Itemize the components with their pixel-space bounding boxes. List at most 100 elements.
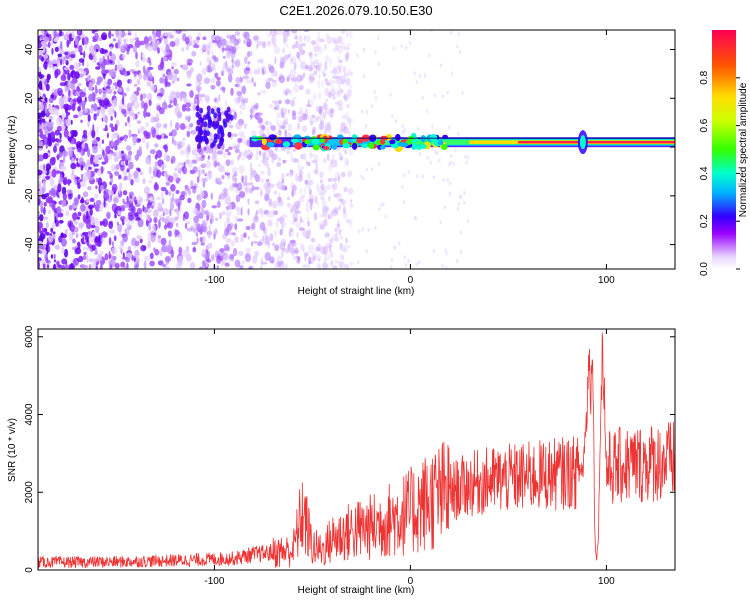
- spectrogram-noise-cell: [212, 67, 216, 72]
- spectrogram-noise-cell: [336, 91, 341, 97]
- spectrogram-onset-cell: [220, 131, 225, 138]
- spectrogram-noise-cell: [310, 237, 316, 243]
- spectrogram-noise-cell: [271, 80, 278, 88]
- spectrogram-noise-cell: [62, 177, 68, 186]
- spectrogram-noise-cell: [300, 43, 306, 47]
- spectrogram-noise-cell: [108, 237, 112, 246]
- spectrogram-noise-cell: [400, 44, 403, 48]
- spectrogram-noise-cell: [222, 252, 229, 261]
- spectrogram-noise-cell: [175, 208, 178, 215]
- spectrogram-noise-cell: [92, 145, 98, 154]
- spectrogram-onset-cell: [203, 121, 208, 128]
- spectrogram-noise-cell: [337, 59, 343, 64]
- spectrogram-noise-cell: [196, 97, 200, 107]
- signal-band-blob: [437, 139, 444, 146]
- spectrogram-noise-cell: [257, 59, 262, 63]
- spectrogram-noise-cell: [160, 190, 164, 200]
- spectrogram-noise-cell: [113, 91, 117, 95]
- spectrogram-noise-cell: [310, 40, 317, 46]
- spectrogram-noise-cell: [303, 37, 306, 42]
- spectrogram-noise-cell: [293, 84, 300, 93]
- spectrogram-noise-cell: [218, 164, 225, 173]
- spectrogram-noise-cell: [247, 149, 251, 153]
- spectrogram-noise-cell: [45, 231, 50, 236]
- spectrogram-noise-cell: [295, 246, 298, 255]
- colorbar-ticks: 0.00.20.40.60.8: [699, 70, 740, 276]
- spectrogram-noise-cell: [382, 202, 385, 207]
- spectrogram-noise-cell: [299, 243, 304, 251]
- spectrogram-noise-cell: [181, 47, 185, 52]
- spectrogram-noise-cell: [306, 34, 311, 43]
- spectrogram-noise-cell: [182, 137, 186, 141]
- spectrogram-noise-cell: [208, 212, 214, 219]
- spectrogram-noise-cell: [319, 118, 322, 125]
- spectrogram-noise-cell: [143, 36, 149, 45]
- spectrogram-noise-cell: [154, 181, 158, 190]
- spectrogram-noise-cell: [348, 118, 354, 123]
- spectrogram-noise-cell: [224, 200, 228, 205]
- snr-x-tick-label: 0: [408, 576, 414, 587]
- spectrogram-noise-cell: [317, 263, 321, 269]
- spectrogram-noise-cell: [171, 91, 177, 96]
- spectrogram-noise-cell: [444, 248, 447, 253]
- spectrogram-noise-cell: [143, 73, 147, 81]
- snr-x-tick-label: -100: [204, 576, 224, 587]
- spectrogram-noise-cell: [134, 39, 141, 48]
- spectrogram-noise-cell: [41, 118, 46, 123]
- spectrogram-noise-cell: [277, 199, 284, 207]
- spectrogram-noise-cell: [52, 234, 56, 238]
- spectrogram-noise-cell: [262, 67, 264, 76]
- spectrogram-noise-cell: [403, 200, 406, 205]
- signal-band-blob: [389, 139, 396, 145]
- spectrogram-noise-cell: [60, 97, 65, 105]
- spectrogram-noise-cell: [327, 214, 332, 220]
- spectrogram-noise-cell: [292, 30, 297, 33]
- spectrogram-noise-cell: [374, 50, 377, 55]
- spectrogram-noise-cell: [81, 264, 89, 269]
- spectrogram-noise-cell: [276, 118, 279, 127]
- spectrogram-noise-cell: [207, 242, 213, 249]
- spectrogram-noise-cell: [147, 45, 153, 52]
- spectrogram-noise-cell: [51, 201, 56, 211]
- spectrogram-noise-cell: [319, 214, 325, 218]
- spectrogram-noise-cell: [259, 221, 266, 231]
- spectrogram-noise-cell: [185, 45, 189, 51]
- spectrogram-noise-cell: [171, 61, 177, 67]
- spectrogram-noise-cell: [125, 86, 131, 92]
- spectrogram-noise-cell: [296, 200, 301, 207]
- spectrogram-noise-cell: [429, 160, 432, 165]
- spectrogram-noise-cell: [298, 110, 305, 116]
- spectrogram-noise-cell: [216, 181, 223, 185]
- spectrogram-noise-cell: [317, 46, 324, 54]
- spectrogram-noise-cell: [313, 45, 320, 53]
- spectrogram-noise-cell: [201, 206, 205, 215]
- spectrogram-noise-cell: [77, 30, 81, 35]
- spectrogram-noise-cell: [307, 98, 311, 103]
- spectrogram-noise-cell: [313, 255, 316, 261]
- spectrogram-noise-cell: [38, 112, 44, 117]
- spectrogram-noise-cell: [256, 115, 262, 121]
- spectrogram-noise-cell: [303, 30, 310, 33]
- spectrogram-noise-cell: [160, 77, 165, 84]
- spectrogram-onset-cell: [207, 115, 212, 122]
- spectrogram-noise-cell: [111, 126, 115, 133]
- spectrogram-noise-cell: [247, 208, 250, 216]
- signal-band-blob: [397, 142, 406, 147]
- spectrogram-noise-cell: [109, 264, 113, 269]
- spectrogram-noise-cell: [71, 212, 78, 221]
- spectrogram-y-tick-label: -20: [24, 188, 35, 203]
- spectrogram-noise-cell: [254, 102, 258, 111]
- spectrogram-noise-cell: [224, 99, 227, 108]
- spectrogram-noise-cell: [269, 103, 273, 109]
- spectrogram-noise-cell: [153, 217, 158, 224]
- spectrogram-noise-cell: [181, 249, 188, 257]
- spectrogram-noise-cell: [186, 220, 190, 225]
- spectrogram-noise-cell: [108, 107, 114, 117]
- signal-band-blob: [337, 134, 344, 140]
- spectrogram-noise-cell: [118, 245, 124, 250]
- spectrogram-noise-cell: [206, 259, 212, 263]
- spectrogram-noise-cell: [280, 56, 285, 65]
- spectrogram-noise-cell: [54, 216, 57, 224]
- spectrogram-noise-cell: [327, 127, 332, 134]
- spectrogram-noise-cell: [126, 168, 130, 173]
